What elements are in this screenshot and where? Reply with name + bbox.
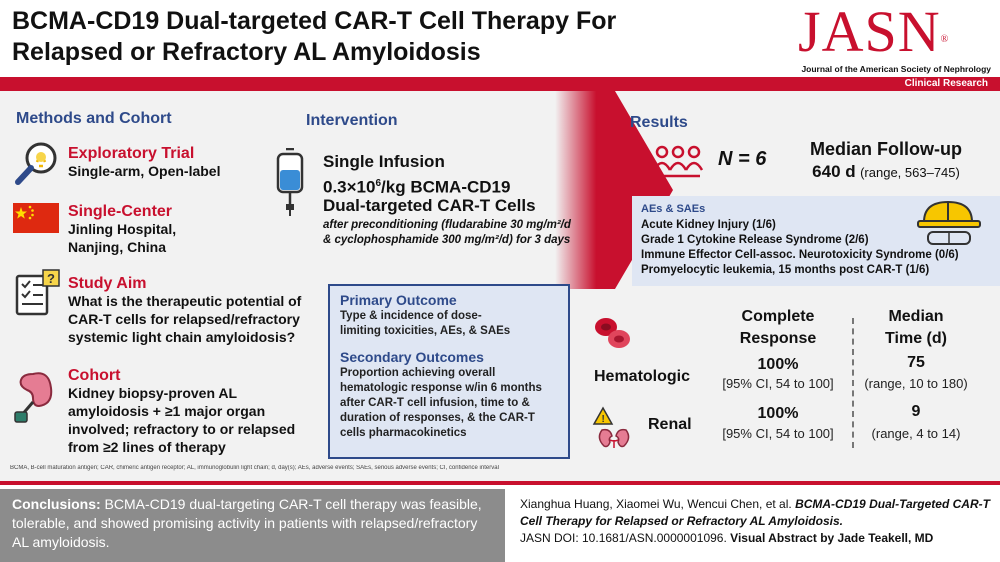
table-divider bbox=[852, 318, 854, 448]
n-count: N = 6 bbox=[718, 148, 767, 170]
jasn-logo-text: JASN bbox=[798, 0, 941, 64]
item-title-cohort: Cohort bbox=[68, 367, 121, 384]
secondary-outcome-line-1: Proportion achieving overall bbox=[340, 367, 496, 379]
primary-outcome-title: Primary Outcome bbox=[340, 292, 457, 308]
dose-exponent: 6 bbox=[375, 178, 382, 189]
cr-value: 100% bbox=[757, 356, 799, 373]
safety-helmet-goggles-icon bbox=[914, 198, 984, 248]
item-title-study-aim: Study Aim bbox=[68, 275, 147, 292]
followup-title: Median Follow-up bbox=[810, 139, 962, 159]
visual-abstract-credit: Visual Abstract by Jade Teakell, MD bbox=[730, 531, 934, 545]
item-text-exploratory: Single-arm, Open-label bbox=[68, 163, 221, 179]
kidney-biopsy-icon bbox=[12, 368, 62, 424]
item-title-single-center: Single-Center bbox=[68, 203, 173, 220]
item-text-study-aim-1: What is the therapeutic potential of bbox=[68, 293, 302, 309]
abbreviations-footnote: BCMA, B-cell maturation antigen; CAR, ch… bbox=[10, 465, 499, 471]
header-red-bar bbox=[0, 77, 1000, 91]
time-range: (range, 10 to 180) bbox=[864, 376, 968, 391]
secondary-outcome-line-3: after CAR-T cell infusion, time to & bbox=[340, 397, 530, 409]
outcomes-box: Primary Outcome Type & incidence of dose… bbox=[328, 284, 570, 459]
item-text-single-center-2: Nanjing, China bbox=[68, 239, 166, 255]
conclusions-text: Conclusions: BCMA-CD19 dual-targeting CA… bbox=[12, 495, 493, 552]
page-title: BCMA-CD19 Dual-targeted CAR-T Cell Thera… bbox=[12, 6, 772, 68]
iv-bag-icon bbox=[270, 148, 310, 218]
item-text-single-center-1: Jinling Hospital, bbox=[68, 221, 177, 237]
cr-ci: [95% CI, 54 to 100] bbox=[722, 426, 834, 441]
time-range: (range, 4 to 14) bbox=[871, 426, 961, 441]
conclusions-label: Conclusions: bbox=[12, 496, 101, 512]
results-heading: Results bbox=[630, 114, 688, 131]
category-label: Clinical Research bbox=[904, 78, 988, 89]
citation: Xianghua Huang, Xiaomei Wu, Wencui Chen,… bbox=[520, 496, 995, 547]
kidney-warning-icon: ! bbox=[592, 406, 636, 450]
intervention-line-1: Single Infusion bbox=[323, 152, 445, 171]
row-label-hematologic: Hematologic bbox=[594, 368, 691, 385]
dose-unit: /kg BCMA-CD19 bbox=[381, 177, 511, 197]
title-line-2: Relapsed or Refractory AL Amyloidosis bbox=[12, 38, 481, 66]
patients-group-icon bbox=[652, 144, 704, 178]
svg-text:?: ? bbox=[47, 271, 55, 286]
primary-outcome-line-1: Type & incidence of dose- bbox=[340, 310, 482, 322]
jasn-logo: JASN® bbox=[798, 0, 950, 64]
intervention-note-2: & cyclophosphamide 300 mg/m²/d) for 3 da… bbox=[323, 234, 571, 246]
conclusions-body: BCMA-CD19 dual-targeting CAR-T cell ther… bbox=[12, 496, 482, 550]
lightbulb-magnifier-icon bbox=[12, 140, 62, 188]
secondary-outcome-line-2: hematologic response w/in 6 months bbox=[340, 382, 542, 394]
time-head-1: Median bbox=[888, 308, 944, 325]
cr-head-1: Complete bbox=[741, 308, 815, 325]
citation-authors: Xianghua Huang, Xiaomei Wu, Wencui Chen,… bbox=[520, 497, 796, 511]
dose-value: 0.3×10 bbox=[323, 177, 376, 197]
item-text-cohort-1: Kidney biopsy-proven AL bbox=[68, 385, 238, 401]
item-text-cohort-4: from ≥2 lines of therapy bbox=[68, 439, 226, 455]
title-line-1: BCMA-CD19 Dual-targeted CAR-T Cell Thera… bbox=[12, 7, 617, 35]
followup-value-line: 640 d (range, 563–745) bbox=[786, 162, 986, 182]
item-text-study-aim-3: systemic light chain amyloidosis? bbox=[68, 329, 296, 345]
ae-item: Immune Effector Cell-assoc. Neurotoxicit… bbox=[641, 249, 959, 261]
time-value: 9 bbox=[911, 403, 921, 420]
item-text-cohort-2: amyloidosis + ≥1 major organ bbox=[68, 403, 266, 419]
time-head-2: Time (d) bbox=[885, 330, 947, 347]
intervention-line-2: 0.3×106/kg BCMA-CD19 bbox=[323, 173, 510, 199]
intervention-line-3: Dual-targeted CAR-T Cells bbox=[323, 196, 536, 215]
blood-cells-icon bbox=[592, 312, 632, 352]
item-text-cohort-3: involved; refractory to or relapsed bbox=[68, 421, 296, 437]
methods-heading: Methods and Cohort bbox=[16, 110, 172, 127]
primary-outcome-line-2: limiting toxicities, AEs, & SAEs bbox=[340, 325, 511, 337]
item-title-exploratory: Exploratory Trial bbox=[68, 145, 195, 162]
conclusions-box: Conclusions: BCMA-CD19 dual-targeting CA… bbox=[0, 489, 505, 562]
row-label-renal: Renal bbox=[648, 416, 692, 433]
secondary-outcomes-title: Secondary Outcomes bbox=[340, 349, 484, 365]
ae-item: Acute Kidney Injury (1/6) bbox=[641, 219, 776, 231]
cr-value: 100% bbox=[757, 405, 799, 422]
intervention-heading: Intervention bbox=[306, 112, 398, 129]
followup-range: (range, 563–745) bbox=[860, 165, 960, 180]
clipboard-question-icon: ? bbox=[12, 268, 62, 318]
china-flag-icon bbox=[12, 202, 60, 234]
cr-head-2: Response bbox=[739, 330, 817, 347]
journal-name: Journal of the American Society of Nephr… bbox=[801, 64, 991, 74]
followup-value: 640 d bbox=[812, 162, 856, 181]
ae-item: Grade 1 Cytokine Release Syndrome (2/6) bbox=[641, 234, 869, 246]
svg-text:!: ! bbox=[602, 414, 605, 425]
cr-ci: [95% CI, 54 to 100] bbox=[722, 376, 834, 391]
aes-title: AEs & SAEs bbox=[641, 203, 706, 215]
citation-title: BCMA-CD19 Dual-Targeted CAR-T Cell Thera… bbox=[520, 497, 990, 528]
citation-doi: JASN DOI: 10.1681/ASN.0000001096. bbox=[520, 531, 727, 545]
secondary-outcome-line-4: duration of responses, & the CAR-T bbox=[340, 412, 535, 424]
secondary-outcome-line-5: cells pharmacokinetics bbox=[340, 427, 467, 439]
item-text-study-aim-2: CAR-T cells for relapsed/refractory bbox=[68, 311, 300, 327]
time-value: 75 bbox=[907, 354, 925, 371]
ae-item: Promyelocytic leukemia, 15 months post C… bbox=[641, 264, 930, 276]
intervention-note-1: after preconditioning (fludarabine 30 mg… bbox=[323, 219, 571, 231]
